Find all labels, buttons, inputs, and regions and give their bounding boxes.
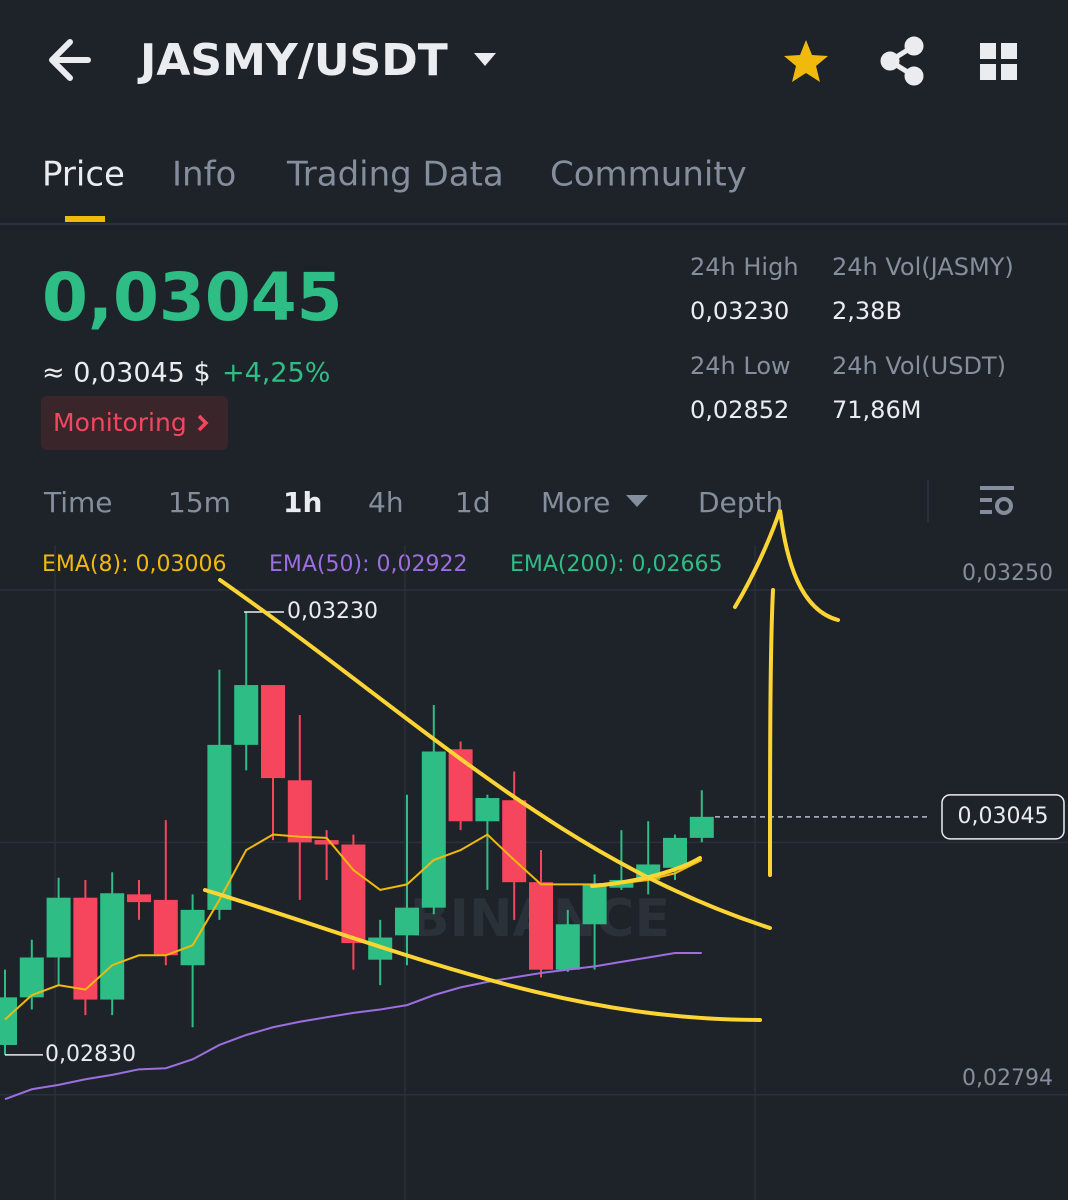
- candle-body: [153, 899, 178, 956]
- candle-body: [73, 897, 98, 1000]
- interval[interactable]: More: [541, 486, 610, 519]
- candle-body: [100, 893, 125, 1000]
- candle-body: [663, 837, 687, 868]
- more-dropdown[interactable]: [626, 495, 648, 507]
- candle-body: [287, 780, 312, 843]
- indicator-legend: EMA(200): 0,02665: [510, 552, 722, 577]
- stat-label: 24h Vol(USDT): [832, 352, 1006, 380]
- last-price-box: [941, 794, 1065, 840]
- candle-body: [529, 882, 553, 970]
- pair-title[interactable]: JASMY/USDT: [137, 35, 448, 86]
- pair-dropdown[interactable]: [474, 53, 496, 66]
- tab[interactable]: Price: [42, 155, 125, 195]
- tab[interactable]: Trading Data: [286, 155, 504, 195]
- candle-body: [261, 685, 285, 779]
- tab[interactable]: Info: [172, 155, 236, 195]
- candle-body: [421, 751, 446, 908]
- price-fiat: ≈ 0,03045 $: [42, 358, 211, 389]
- candle-body: [180, 909, 205, 966]
- candle-body: [689, 816, 714, 838]
- hand-annotations: [203, 509, 840, 1022]
- stat-label: 24h Vol(JASMY): [832, 253, 1014, 281]
- back-button[interactable]: [49, 39, 91, 81]
- interval[interactable]: 1h: [283, 486, 322, 519]
- candle-body: [19, 957, 44, 998]
- candle-body: [475, 798, 500, 822]
- candle-body: [207, 744, 232, 910]
- active-tab-indicator: [65, 216, 105, 222]
- candle-body: [46, 897, 71, 958]
- chart-settings[interactable]: [980, 486, 1014, 515]
- stat-value: 71,86M: [832, 396, 921, 424]
- share-button[interactable]: [880, 36, 924, 86]
- last-price: 0,03045: [42, 259, 343, 336]
- monitoring-label[interactable]: Monitoring: [53, 408, 187, 437]
- monitoring-chevron: [197, 414, 209, 432]
- stat-label: 24h High: [690, 253, 799, 281]
- interval[interactable]: 15m: [168, 486, 231, 519]
- candle-body: [127, 894, 151, 903]
- stat-label: 24h Low: [690, 352, 791, 380]
- ema-line: [4, 952, 702, 1101]
- last-price-tag: 0,03045: [958, 804, 1049, 829]
- interval[interactable]: Depth: [698, 486, 783, 519]
- price-change: +4,25%: [222, 358, 330, 389]
- stat-value: 2,38B: [832, 297, 902, 325]
- candle-body: [502, 800, 527, 883]
- candle-body: [555, 924, 580, 970]
- candle-body: [582, 884, 607, 925]
- stat-value: 0,03230: [690, 297, 789, 325]
- indicator-legend: EMA(50): 0,02922: [269, 552, 467, 577]
- indicator-legend: EMA(8): 0,03006: [42, 552, 226, 577]
- interval[interactable]: Time: [43, 486, 113, 519]
- favorite-star[interactable]: [784, 40, 828, 82]
- stat-value: 0,02852: [690, 396, 789, 424]
- y-tick-label: 0,03250: [962, 561, 1053, 586]
- high-label: 0,03230: [287, 599, 378, 624]
- candle-body: [395, 907, 419, 936]
- ema-line: [4, 833, 703, 1021]
- monitoring-button[interactable]: [41, 396, 228, 450]
- tab[interactable]: Community: [550, 155, 747, 195]
- grid-menu[interactable]: [980, 43, 1017, 80]
- low-label: 0,02830: [45, 1042, 136, 1067]
- candle-body: [0, 997, 17, 1045]
- y-tick-label: 0,02794: [962, 1066, 1053, 1091]
- interval[interactable]: 4h: [368, 486, 404, 519]
- candle-body: [234, 685, 259, 745]
- candle-body: [314, 840, 339, 845]
- interval[interactable]: 1d: [455, 486, 491, 519]
